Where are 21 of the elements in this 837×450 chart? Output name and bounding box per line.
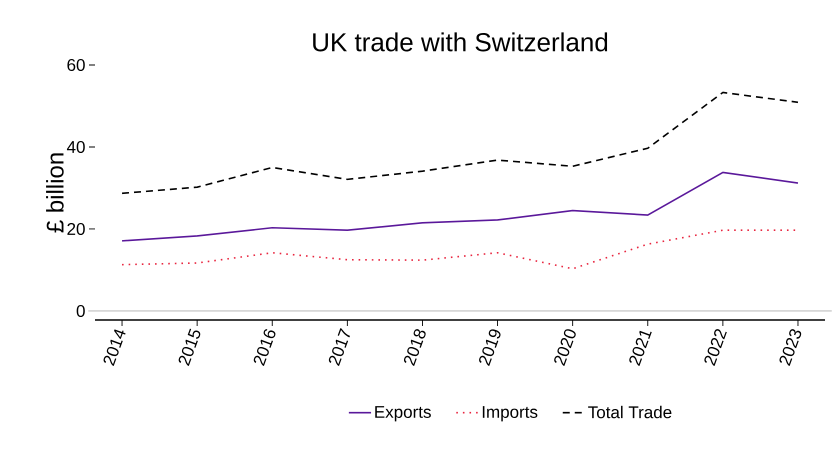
line-series: [121, 172, 799, 242]
legend-label: Imports: [482, 406, 538, 422]
x-tick-label: 2022: [704, 329, 727, 366]
chart-title: UK trade with Switzerland: [313, 32, 608, 52]
x-tick-label: 2023: [779, 329, 802, 366]
legend-label: Total Trade: [588, 406, 672, 418]
line-series: [121, 92, 799, 194]
x-tick-label: 2021: [629, 330, 652, 366]
y-tick-label: 0: [76, 304, 85, 318]
y-tick-label: 60: [67, 58, 85, 72]
x-tick-label: 2019: [479, 329, 501, 366]
y-tick-label: 40: [66, 140, 85, 154]
y-axis-title: £ billion: [46, 153, 64, 233]
x-tick-label: 2015: [178, 328, 200, 366]
legend-label: Exports: [375, 406, 431, 422]
y-tick-label: 20: [67, 222, 85, 236]
x-tick-label: 2017: [328, 328, 350, 366]
x-tick-label: 2014: [104, 329, 126, 366]
x-tick-label: 2016: [254, 329, 276, 366]
x-tick-label: 2018: [404, 329, 426, 366]
x-tick-label: 2020: [554, 329, 576, 366]
